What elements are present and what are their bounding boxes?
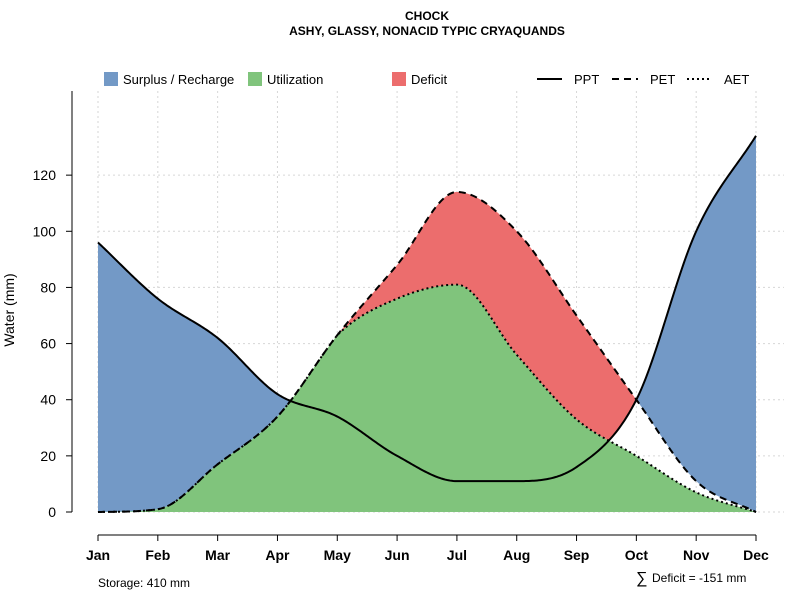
x-tick-label-jan: Jan	[86, 547, 110, 563]
storage-annotation: Storage: 410 mm	[98, 576, 190, 590]
legend: Surplus / Recharge Utilization Deficit P…	[104, 72, 749, 87]
x-tick-label-jun: Jun	[385, 547, 410, 563]
axes: 0 20 40 60 80 100 120 Jan Feb Mar Apr May Jun Jul Aug S…	[33, 91, 769, 563]
y-tick-label: 0	[48, 504, 56, 520]
x-tick-label-aug: Aug	[503, 547, 530, 563]
y-tick-label: 120	[33, 167, 57, 183]
chart-title: CHOCK	[405, 9, 449, 23]
x-tick-label-nov: Nov	[683, 547, 710, 563]
legend-swatch-deficit	[392, 72, 406, 86]
line-aet	[97, 283, 757, 513]
y-tick-label: 20	[40, 448, 56, 464]
x-tick-label-mar: Mar	[205, 547, 230, 563]
x-tick-label-jul: Jul	[447, 547, 467, 563]
line-pet	[97, 190, 757, 513]
x-tick-label-apr: Apr	[265, 547, 290, 563]
x-tick-label-dec: Dec	[743, 547, 769, 563]
chart-subtitle: ASHY, GLASSY, NONACID TYPIC CRYAQUANDS	[289, 24, 565, 38]
y-tick-label: 80	[40, 279, 56, 295]
x-tick-label-feb: Feb	[145, 547, 170, 563]
deficit-annotation: Deficit = -151 mm	[652, 571, 746, 585]
legend-label-surplus: Surplus / Recharge	[123, 72, 234, 87]
x-tick-label-oct: Oct	[625, 547, 649, 563]
legend-label-deficit: Deficit	[411, 72, 448, 87]
x-tick-label-sep: Sep	[564, 547, 590, 563]
legend-label-pet: PET	[650, 72, 675, 87]
line-ppt	[97, 135, 757, 483]
area-surplus-recharge	[98, 135, 756, 513]
y-tick-label: 40	[40, 392, 56, 408]
area-fills	[98, 135, 757, 513]
x-tick-label-may: May	[324, 547, 351, 563]
legend-label-aet: AET	[724, 72, 749, 87]
area-utilization-base	[101, 400, 757, 512]
y-tick-label: 100	[33, 223, 57, 239]
legend-swatch-utilization	[248, 72, 262, 86]
legend-label-ppt: PPT	[574, 72, 599, 87]
area-deficit	[338, 191, 638, 441]
y-axis-label: Water (mm)	[1, 273, 17, 346]
sum-icon: ∑	[636, 570, 647, 587]
legend-label-utilization: Utilization	[267, 72, 323, 87]
y-tick-label: 60	[40, 336, 56, 352]
series-lines	[97, 135, 757, 513]
legend-swatch-surplus	[104, 72, 118, 86]
area-utilization	[290, 284, 610, 482]
